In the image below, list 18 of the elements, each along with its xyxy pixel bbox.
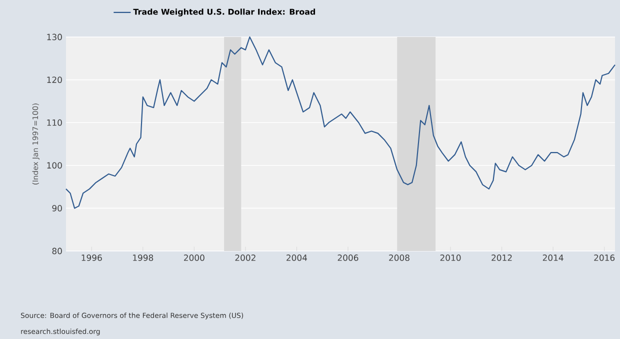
y-tick-label: 120 (47, 76, 62, 84)
y-tick-label: 80 (52, 248, 62, 254)
x-tick-label: 1996 (82, 254, 102, 261)
x-tick-label: 2010 (440, 254, 461, 261)
x-tick-label: 2000 (184, 254, 204, 261)
x-tick-label: 1998 (133, 254, 154, 261)
x-tick-label: 2006 (338, 254, 358, 261)
x-tick-label: 2002 (235, 254, 256, 261)
y-tick-label: 100 (47, 162, 62, 169)
x-tick-label: 2016 (594, 254, 615, 261)
y-tick-label: 90 (52, 205, 62, 212)
x-tick-label: 2014 (542, 254, 564, 261)
x-tick-label: 2004 (286, 254, 307, 261)
y-tick-label: 130 (47, 34, 62, 40)
x-tick-label: 2012 (492, 254, 512, 261)
x-tick-label: 2008 (389, 254, 410, 261)
y-tick-label: 110 (47, 119, 62, 126)
line-series (65, 36, 616, 209)
